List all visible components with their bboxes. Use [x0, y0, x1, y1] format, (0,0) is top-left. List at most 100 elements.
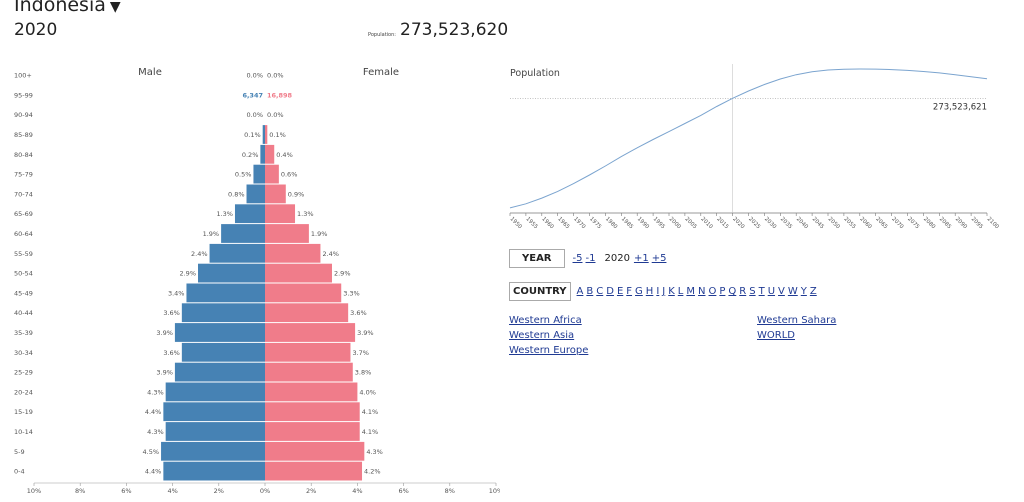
x-tick-label: 2045: [811, 216, 825, 230]
country-button[interactable]: COUNTRY: [509, 282, 571, 301]
letter-link-t[interactable]: T: [758, 286, 765, 297]
x-tick-label: 1980: [604, 216, 618, 230]
age-label: 60-64: [14, 230, 33, 238]
age-label: 5-9: [14, 448, 25, 456]
letter-link-a[interactable]: A: [576, 286, 584, 297]
x-tick-label: 2095: [970, 216, 984, 230]
letter-link-b[interactable]: B: [586, 286, 594, 297]
x-tick-label: 10%: [27, 487, 41, 495]
year-plus5-link[interactable]: +5: [651, 253, 667, 264]
male-value-label: 1.9%: [203, 230, 220, 238]
age-label: 55-59: [14, 250, 33, 258]
letter-link-r[interactable]: R: [739, 286, 747, 297]
x-tick-label: 4%: [167, 487, 177, 495]
male-value-label: 0.5%: [235, 171, 252, 179]
year-minus1-link[interactable]: -1: [585, 253, 596, 264]
female-bar: [265, 323, 356, 342]
female-value-label: 0.1%: [269, 131, 286, 139]
year-minus5-link[interactable]: -5: [572, 253, 583, 264]
male-bar: [174, 323, 265, 342]
male-value-label: 4.3%: [147, 428, 164, 436]
region-link[interactable]: Western Africa: [509, 315, 582, 326]
x-tick-label: 2025: [747, 216, 761, 230]
male-bar: [262, 125, 265, 144]
male-bar: [246, 184, 265, 204]
female-value-label: 4.1%: [362, 408, 379, 416]
male-value-label: 3.6%: [163, 349, 180, 357]
region-link[interactable]: Western Asia: [509, 330, 575, 341]
current-year: 2020: [604, 253, 630, 264]
letter-link-l[interactable]: L: [677, 286, 684, 297]
male-bar: [221, 224, 265, 243]
letter-link-p[interactable]: P: [719, 286, 726, 297]
region-link[interactable]: WORLD: [757, 330, 795, 341]
letter-link-k[interactable]: K: [668, 286, 675, 297]
male-value-label: 3.4%: [168, 289, 185, 297]
male-bar: [234, 204, 265, 224]
letter-link-n[interactable]: N: [698, 286, 706, 297]
female-bar: [265, 382, 358, 402]
age-label: 80-84: [14, 151, 33, 159]
year-plus1-link[interactable]: +1: [633, 253, 649, 264]
letter-link-j[interactable]: J: [662, 286, 666, 297]
line-chart-title: Population: [510, 68, 560, 79]
letter-link-m[interactable]: M: [686, 286, 696, 297]
letter-link-i[interactable]: I: [656, 286, 660, 297]
population-label: Population:: [368, 32, 396, 38]
letter-link-q[interactable]: Q: [728, 286, 737, 297]
male-value-label: 2.9%: [179, 270, 196, 278]
x-tick-label: 2100: [986, 216, 1000, 230]
region-link[interactable]: Western Europe: [509, 345, 589, 356]
male-bar: [165, 382, 265, 402]
country-selector[interactable]: Indonesia ▼: [14, 0, 121, 16]
x-tick-label: 2055: [842, 216, 856, 230]
letter-link-f[interactable]: F: [626, 286, 633, 297]
region-list-right: Western Sahara WORLD: [757, 313, 836, 343]
region-link[interactable]: Western Sahara: [757, 315, 837, 326]
letter-link-s[interactable]: S: [749, 286, 756, 297]
male-bar: [161, 441, 265, 461]
male-bar: [253, 164, 265, 184]
female-bar: [265, 263, 332, 283]
x-tick-label: 2000: [668, 216, 682, 230]
male-bar: [181, 342, 265, 362]
female-bar: [265, 224, 309, 243]
female-value-label: 4.0%: [359, 388, 376, 396]
male-bar: [186, 283, 265, 303]
male-value-label: 0.1%: [244, 131, 261, 139]
x-tick-label: 6%: [121, 487, 131, 495]
female-bar: [265, 164, 279, 184]
male-value-label: 4.5%: [143, 448, 160, 456]
letter-link-d[interactable]: D: [606, 286, 614, 297]
x-tick-label: 1955: [524, 216, 538, 230]
letter-link-h[interactable]: H: [645, 286, 654, 297]
letter-link-c[interactable]: C: [596, 286, 604, 297]
year-button[interactable]: YEAR: [509, 249, 565, 268]
female-value-label: 0.0%: [267, 72, 284, 80]
letter-link-g[interactable]: G: [635, 286, 643, 297]
female-value-label: 3.8%: [355, 369, 372, 377]
year-label: 2020: [14, 20, 58, 40]
female-bar: [265, 283, 342, 303]
letter-link-e[interactable]: E: [616, 286, 624, 297]
x-tick-label: 2020: [731, 216, 745, 230]
letter-link-y[interactable]: Y: [800, 286, 807, 297]
x-tick-label: 2010: [699, 216, 713, 230]
female-value-label: 2.9%: [334, 270, 351, 278]
x-tick-label: 4%: [352, 487, 362, 495]
male-bar: [163, 461, 265, 481]
letter-link-o[interactable]: O: [708, 286, 717, 297]
x-tick-label: 2%: [306, 487, 316, 495]
female-value-label: 0.0%: [267, 111, 284, 119]
x-tick-label: 1965: [556, 216, 570, 230]
x-tick-label: 1985: [620, 216, 634, 230]
letter-link-z[interactable]: Z: [809, 286, 817, 297]
letter-link-u[interactable]: U: [767, 286, 776, 297]
x-tick-label: 10%: [489, 487, 500, 495]
male-value-label: 3.9%: [156, 329, 173, 337]
x-tick-label: 2090: [954, 216, 968, 230]
population-line: [509, 68, 988, 209]
letter-link-v[interactable]: V: [778, 286, 785, 297]
letter-link-w[interactable]: W: [787, 286, 798, 297]
